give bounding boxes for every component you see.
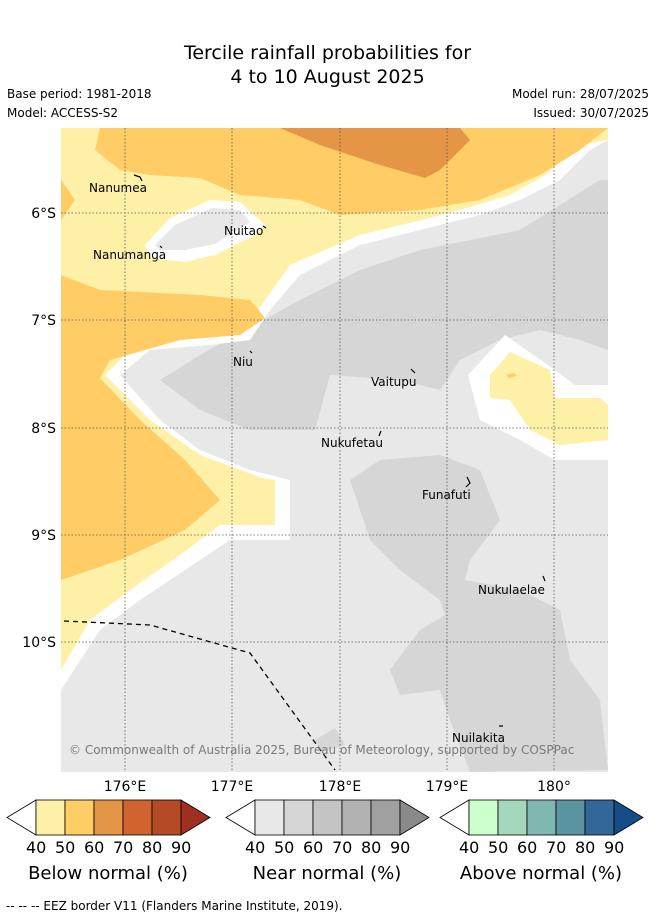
near-normal-title: Near normal (%) xyxy=(252,863,402,884)
lon-label-178e: 178°E xyxy=(319,779,362,795)
map-title-line1: Tercile rainfall probabilities for xyxy=(183,42,472,64)
niu-island-icon xyxy=(249,350,253,354)
near-colorbar-segment xyxy=(254,799,285,836)
below-colorbar-tick: 80 xyxy=(142,838,163,857)
model-run: Model run: 28/07/2025 xyxy=(511,87,649,101)
below-normal-50-field-north xyxy=(61,128,608,215)
nanumea-island-icon xyxy=(133,174,143,182)
label-nukufetau: Nukufetau xyxy=(321,436,383,450)
near-colorbar-tick: 40 xyxy=(245,838,266,857)
label-vaitupu: Vaitupu xyxy=(371,375,417,389)
lat-label-10s: 10°S xyxy=(22,635,56,651)
near-colorbar-tick: 90 xyxy=(390,838,411,857)
above-colorbar-min-arrow xyxy=(439,799,470,836)
below-normal-title: Below normal (%) xyxy=(28,863,188,884)
above-colorbar-segment xyxy=(555,799,586,836)
near-colorbar-tick: 80 xyxy=(361,838,382,857)
above-colorbar-tick: 50 xyxy=(488,838,509,857)
near-normal-50-patch xyxy=(315,728,345,752)
vaitupu-island-icon xyxy=(410,368,416,374)
below-normal-40-field-east xyxy=(490,352,608,445)
label-nanumea: Nanumea xyxy=(89,181,147,195)
lat-label-8s: 8°S xyxy=(31,421,56,437)
below-normal-40-field xyxy=(61,128,608,670)
above-colorbar-segment xyxy=(468,799,499,836)
label-nanumanga: Nanumanga xyxy=(93,248,166,262)
lat-label-6s: 6°S xyxy=(31,206,56,222)
below-normal-50-speck xyxy=(506,373,517,378)
near-colorbar-tick: 50 xyxy=(274,838,295,857)
below-colorbar-segment xyxy=(35,799,66,836)
island-outlines xyxy=(133,174,546,727)
below-normal-50-field-west xyxy=(61,275,265,580)
below-colorbar-segment xyxy=(64,799,95,836)
lon-label-176e: 176°E xyxy=(104,779,147,795)
near-normal-pocket xyxy=(155,208,250,250)
near-colorbar-tick: 60 xyxy=(303,838,324,857)
above-colorbar-segment xyxy=(584,799,615,836)
lat-label-9s: 9°S xyxy=(31,528,56,544)
eez-footnote: -- -- -- EEZ border V11 (Flanders Marine… xyxy=(6,899,343,913)
near-colorbar-segment xyxy=(283,799,314,836)
below-normal-50-patch-nw xyxy=(61,180,75,220)
lon-label-177e: 177°E xyxy=(211,779,254,795)
below-colorbar-tick: 50 xyxy=(55,838,76,857)
below-colorbar-tick: 90 xyxy=(171,838,192,857)
above-colorbar-tick: 80 xyxy=(575,838,596,857)
above-normal-title: Above normal (%) xyxy=(459,863,623,884)
above-colorbar-tick: 60 xyxy=(517,838,538,857)
near-colorbar-min-arrow xyxy=(225,799,256,836)
issued-date: Issued: 30/07/2025 xyxy=(533,106,649,120)
eez-border xyxy=(63,620,336,771)
below-colorbar-segment xyxy=(93,799,124,836)
lon-label-180: 180° xyxy=(537,779,571,795)
near-colorbar-segment xyxy=(370,799,401,836)
near-colorbar-segment xyxy=(341,799,372,836)
nukulaelae-island-icon xyxy=(542,575,546,582)
below-colorbar-min-arrow xyxy=(6,799,37,836)
near-normal-50-field xyxy=(160,180,608,430)
below-colorbar-max-arrow xyxy=(180,799,211,836)
label-nuitao: Nuitao xyxy=(224,224,263,238)
near-colorbar-tick: 70 xyxy=(332,838,353,857)
copyright-notice: © Commonwealth of Australia 2025, Bureau… xyxy=(69,743,574,757)
label-funafuti: Funafuti xyxy=(422,488,471,502)
colorbars xyxy=(6,799,644,836)
model-name: Model: ACCESS-S2 xyxy=(7,106,119,120)
above-colorbar-segment xyxy=(526,799,557,836)
funafuti-island-icon xyxy=(465,476,471,488)
base-period: Base period: 1981-2018 xyxy=(7,87,152,101)
label-niu: Niu xyxy=(233,355,253,369)
probability-fields xyxy=(61,128,608,772)
nanumanga-island-icon xyxy=(159,245,163,249)
near-colorbar-segment xyxy=(312,799,343,836)
below-colorbar-segment xyxy=(151,799,182,836)
above-colorbar-tick: 90 xyxy=(604,838,625,857)
below-colorbar-tick: 60 xyxy=(84,838,105,857)
above-colorbar-max-arrow xyxy=(613,799,644,836)
near-normal-50-field-south xyxy=(350,455,608,772)
map-title-line2: 4 to 10 August 2025 xyxy=(230,66,425,88)
label-nukulaelae: Nukulaelae xyxy=(478,583,545,597)
above-colorbar-tick: 40 xyxy=(459,838,480,857)
above-colorbar-segment xyxy=(497,799,528,836)
nukufetau-island-icon xyxy=(378,430,382,437)
lat-label-7s: 7°S xyxy=(31,313,56,329)
lon-label-179e: 179°E xyxy=(426,779,469,795)
below-colorbar-tick: 40 xyxy=(26,838,47,857)
above-colorbar-tick: 70 xyxy=(546,838,567,857)
below-colorbar-tick: 70 xyxy=(113,838,134,857)
label-nuilakita: Nuilakita xyxy=(452,731,505,745)
below-colorbar-segment xyxy=(122,799,153,836)
near-colorbar-max-arrow xyxy=(399,799,430,836)
nuitao-island-icon xyxy=(262,225,267,229)
graticule xyxy=(61,128,608,772)
below-normal-60-field xyxy=(280,128,470,178)
